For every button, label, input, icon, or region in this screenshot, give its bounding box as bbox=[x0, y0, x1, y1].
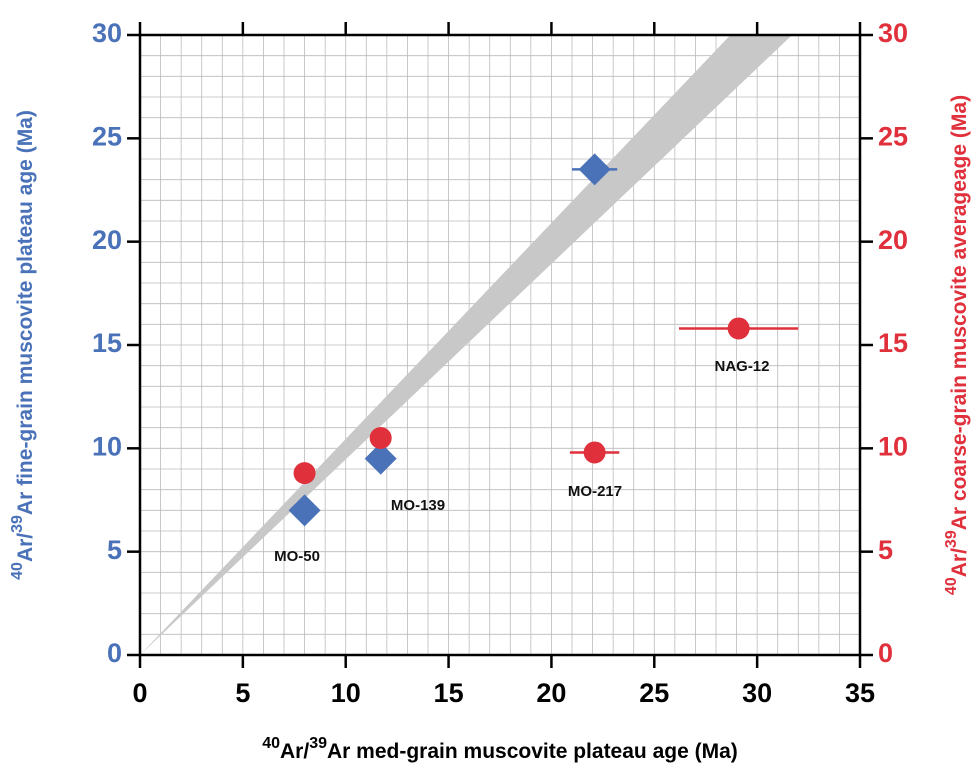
x-tick-label: 35 bbox=[845, 678, 875, 708]
x-tick-label: 10 bbox=[331, 678, 361, 708]
point-annotation: MO-50 bbox=[274, 548, 320, 565]
data-point bbox=[578, 153, 611, 186]
data-point bbox=[288, 494, 321, 527]
y2-tick-label: 25 bbox=[878, 121, 908, 151]
y2-tick-label: 30 bbox=[878, 18, 908, 48]
y-tick-label: 0 bbox=[107, 638, 122, 668]
y2-tick-label: 20 bbox=[878, 225, 908, 255]
y-tick-label: 25 bbox=[92, 121, 122, 151]
y-tick-label: 15 bbox=[92, 328, 122, 358]
point-annotation: MO-217 bbox=[568, 483, 622, 500]
x-tick-label: 15 bbox=[434, 678, 464, 708]
x-tick-label: 25 bbox=[639, 678, 669, 708]
data-point bbox=[293, 462, 316, 485]
y2-axis-label: 40Ar/39Ar coarse-grain muscovite average… bbox=[943, 95, 971, 595]
y-tick-label: 5 bbox=[107, 535, 122, 565]
y-tick-label: 10 bbox=[92, 431, 122, 461]
x-axis-label: 40Ar/39Ar med-grain muscovite plateau ag… bbox=[262, 735, 738, 763]
data-point bbox=[727, 317, 750, 340]
y-axis-label: 40Ar/39Ar fine-grain muscovite plateau a… bbox=[9, 110, 37, 580]
x-tick-label: 5 bbox=[235, 678, 250, 708]
y2-tick-label: 10 bbox=[878, 431, 908, 461]
point-annotation: NAG-12 bbox=[714, 358, 769, 375]
x-tick-label: 30 bbox=[742, 678, 772, 708]
y-tick-label: 20 bbox=[92, 225, 122, 255]
data-point bbox=[369, 427, 392, 449]
data-point bbox=[364, 442, 397, 475]
y2-tick-label: 5 bbox=[878, 535, 893, 565]
point-annotation: MO-139 bbox=[391, 497, 445, 514]
data-point bbox=[583, 441, 606, 464]
x-tick-label: 20 bbox=[536, 678, 566, 708]
x-tick-label: 0 bbox=[132, 678, 147, 708]
y-tick-label: 30 bbox=[92, 18, 122, 48]
y2-tick-label: 15 bbox=[878, 328, 908, 358]
y2-tick-label: 0 bbox=[878, 638, 893, 668]
